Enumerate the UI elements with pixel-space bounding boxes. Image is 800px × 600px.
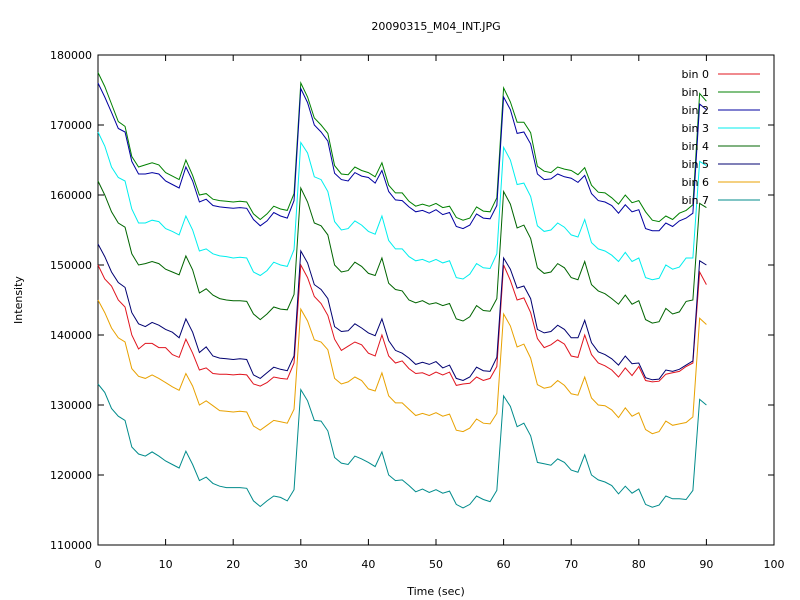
legend-label: bin 5 xyxy=(681,158,709,171)
series-lines xyxy=(97,72,707,509)
legend: bin 0 bin 1 bin 2 bin 3 bin 4 bin 5 bin 6 bin 7 xyxy=(681,68,760,207)
y-axis-ticks: 110000 120000 130000 140000 150000 160000 1700… xyxy=(50,49,774,552)
legend-label: bin 6 xyxy=(681,176,709,189)
y-tick-label: 120000 xyxy=(50,469,92,482)
y-tick-label: 160000 xyxy=(50,189,92,202)
x-tick-label: 40 xyxy=(361,558,375,571)
legend-label: bin 0 xyxy=(681,68,709,81)
series-line-bin-7 xyxy=(97,383,707,509)
legend-label: bin 1 xyxy=(681,86,709,99)
x-tick-label: 0 xyxy=(95,558,102,571)
y-tick-label: 110000 xyxy=(50,539,92,552)
y-tick-label: 150000 xyxy=(50,259,92,272)
x-tick-label: 10 xyxy=(159,558,173,571)
x-tick-label: 100 xyxy=(764,558,785,571)
legend-label: bin 2 xyxy=(681,104,709,117)
y-tick-label: 130000 xyxy=(50,399,92,412)
x-tick-label: 20 xyxy=(226,558,240,571)
series-line-bin-0 xyxy=(97,263,707,387)
x-axis-ticks: 0 10 20 30 40 50 60 70 80 90 100 xyxy=(95,55,785,571)
y-tick-label: 140000 xyxy=(50,329,92,342)
y-axis-label: Intensity xyxy=(12,276,25,324)
x-tick-label: 50 xyxy=(429,558,443,571)
series-line-bin-2 xyxy=(97,82,707,232)
chart-title: 20090315_M04_INT.JPG xyxy=(371,20,500,33)
series-line-bin-3 xyxy=(97,131,707,281)
x-axis-label: Time (sec) xyxy=(406,585,465,598)
y-tick-label: 170000 xyxy=(50,119,92,132)
x-tick-label: 60 xyxy=(497,558,511,571)
series-line-bin-4 xyxy=(97,180,707,324)
x-tick-label: 70 xyxy=(564,558,578,571)
legend-label: bin 3 xyxy=(681,122,709,135)
x-tick-label: 30 xyxy=(294,558,308,571)
y-tick-label: 180000 xyxy=(50,49,92,62)
x-tick-label: 90 xyxy=(699,558,713,571)
x-tick-label: 80 xyxy=(632,558,646,571)
legend-label: bin 4 xyxy=(681,140,709,153)
series-line-bin-5 xyxy=(97,243,707,382)
series-line-bin-6 xyxy=(97,299,707,435)
series-line-bin-1 xyxy=(97,72,707,223)
legend-label: bin 7 xyxy=(681,194,709,207)
